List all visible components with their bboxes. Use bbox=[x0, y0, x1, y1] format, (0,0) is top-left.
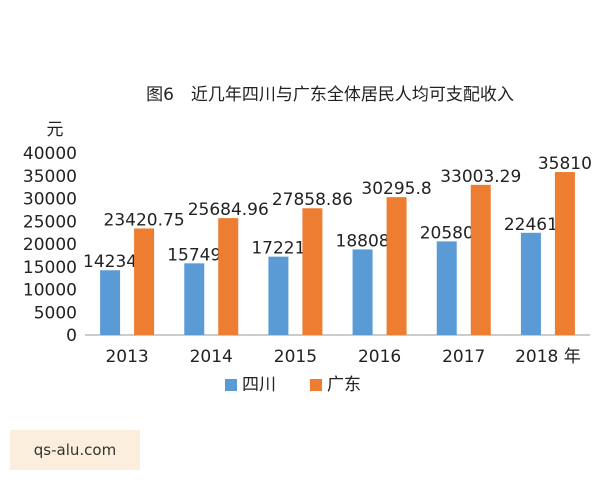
y-tick-label: 40000 bbox=[23, 144, 77, 164]
data-label-guangdong: 25684.96 bbox=[188, 200, 269, 220]
data-label-guangdong: 23420.75 bbox=[104, 210, 185, 230]
bar-sichuan bbox=[100, 270, 121, 335]
bar-guangdong bbox=[302, 208, 323, 335]
bars-group: 14234 23420.75 15749 25684.96 17221 27858.86 1… bbox=[83, 154, 592, 335]
x-axis-ticks: 2013 2014 2015 2016 2017 2018 年 bbox=[105, 347, 580, 367]
bar-sichuan bbox=[436, 241, 457, 335]
legend-label-guangdong: 广东 bbox=[327, 375, 361, 395]
data-label-sichuan: 18808 bbox=[336, 231, 390, 251]
bar-sichuan bbox=[184, 263, 205, 335]
y-tick-label: 0 bbox=[66, 326, 77, 346]
legend-label-sichuan: 四川 bbox=[242, 375, 276, 395]
bar-sichuan bbox=[268, 256, 289, 335]
bar-sichuan bbox=[352, 249, 373, 335]
y-axis-unit-label: 元 bbox=[47, 120, 64, 140]
bar-sichuan bbox=[520, 232, 541, 335]
bar-guangdong bbox=[554, 172, 575, 335]
x-tick-label: 2017 bbox=[442, 347, 485, 367]
data-label-guangdong: 27858.86 bbox=[272, 190, 353, 210]
x-tick-label: 2015 bbox=[274, 347, 317, 367]
data-label-guangdong: 33003.29 bbox=[440, 167, 521, 187]
watermark-label: qs-alu.com bbox=[10, 430, 140, 470]
y-tick-label: 35000 bbox=[23, 167, 77, 187]
data-label-sichuan: 14234 bbox=[83, 252, 137, 272]
x-tick-label: 2016 bbox=[358, 347, 401, 367]
y-tick-label: 20000 bbox=[23, 235, 77, 255]
bar-guangdong bbox=[134, 228, 155, 335]
x-tick-label: 2014 bbox=[190, 347, 233, 367]
x-tick-label: 2018 年 bbox=[515, 347, 581, 367]
data-label-sichuan: 20580 bbox=[420, 223, 474, 243]
legend-swatch-guangdong bbox=[310, 379, 322, 391]
data-label-sichuan: 17221 bbox=[251, 239, 305, 259]
data-label-sichuan: 22461 bbox=[504, 215, 558, 235]
y-tick-label: 15000 bbox=[23, 258, 77, 278]
bar-guangdong bbox=[470, 184, 491, 335]
y-tick-label: 5000 bbox=[34, 303, 77, 323]
legend-swatch-sichuan bbox=[225, 379, 237, 391]
bar-guangdong bbox=[218, 218, 239, 335]
bar-guangdong bbox=[386, 197, 407, 335]
data-label-sichuan: 15749 bbox=[167, 245, 221, 265]
chart-title: 图6 近几年四川与广东全体居民人均可支配收入 bbox=[146, 85, 514, 105]
watermark-text: qs-alu.com bbox=[33, 441, 117, 459]
legend: 四川 广东 bbox=[225, 375, 361, 395]
x-tick-label: 2013 bbox=[105, 347, 148, 367]
data-label-guangdong: 30295.8 bbox=[361, 179, 431, 199]
y-tick-label: 30000 bbox=[23, 190, 77, 210]
data-label-guangdong: 35810 bbox=[538, 154, 592, 174]
y-tick-label: 10000 bbox=[23, 281, 77, 301]
y-tick-label: 25000 bbox=[23, 212, 77, 232]
